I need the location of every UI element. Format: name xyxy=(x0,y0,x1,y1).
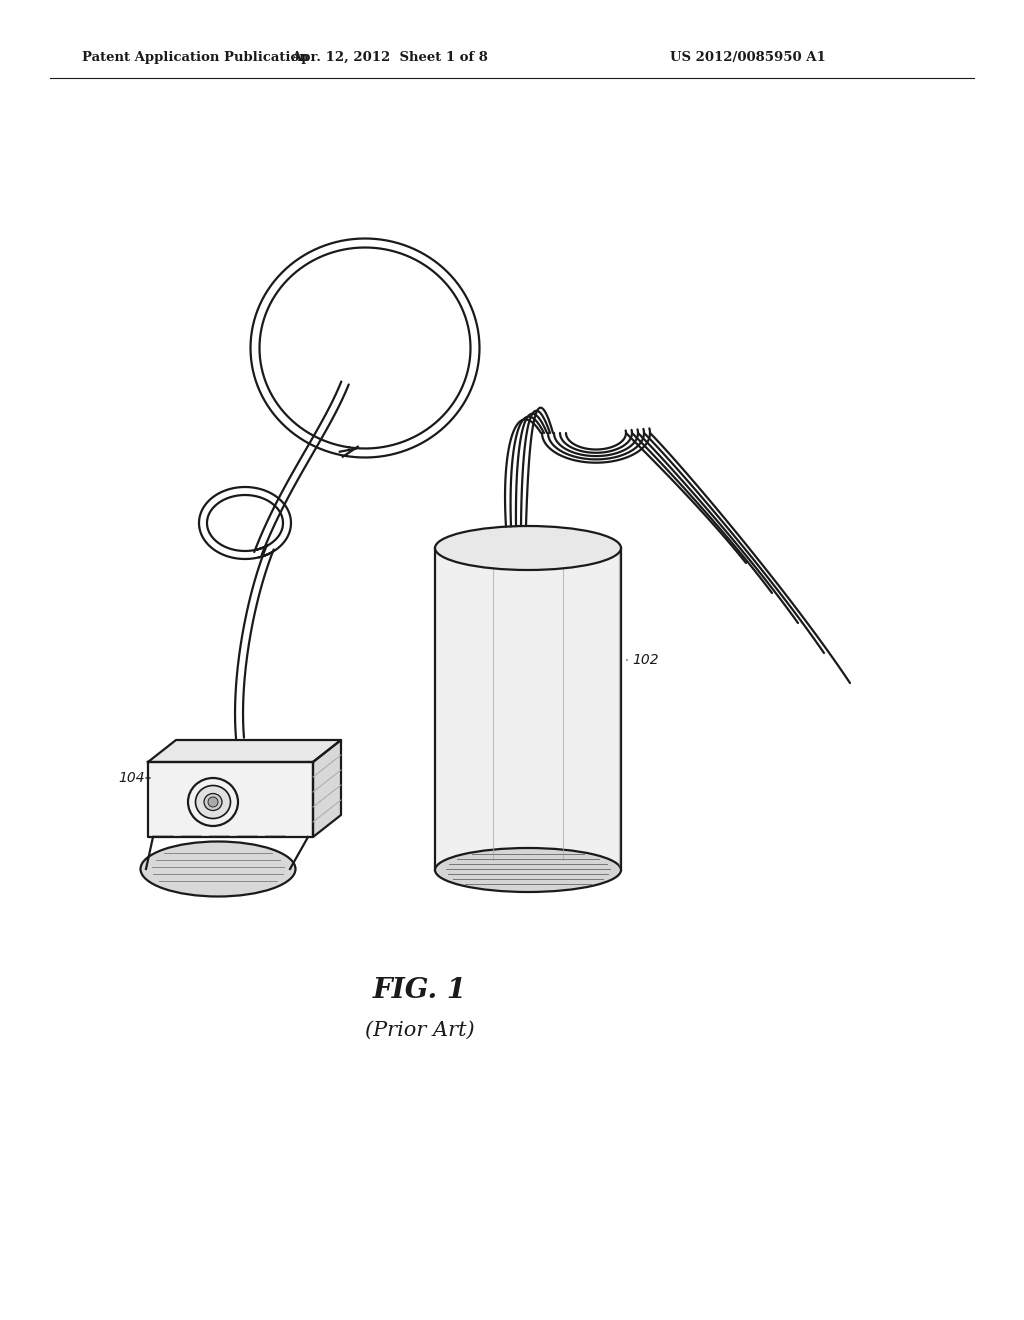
Text: Apr. 12, 2012  Sheet 1 of 8: Apr. 12, 2012 Sheet 1 of 8 xyxy=(292,51,488,65)
Text: 104: 104 xyxy=(119,771,145,785)
Polygon shape xyxy=(313,741,341,837)
Polygon shape xyxy=(148,741,341,762)
Text: 102: 102 xyxy=(632,653,658,667)
Polygon shape xyxy=(148,762,313,837)
Ellipse shape xyxy=(435,525,621,570)
Ellipse shape xyxy=(204,793,222,810)
Text: FIG. 1: FIG. 1 xyxy=(373,977,467,1003)
Text: US 2012/0085950 A1: US 2012/0085950 A1 xyxy=(670,51,825,65)
Text: (Prior Art): (Prior Art) xyxy=(366,1020,475,1040)
Text: Patent Application Publication: Patent Application Publication xyxy=(82,51,309,65)
Ellipse shape xyxy=(140,842,296,896)
Polygon shape xyxy=(435,548,621,870)
Ellipse shape xyxy=(196,785,230,818)
Ellipse shape xyxy=(435,847,621,892)
Circle shape xyxy=(208,797,218,807)
